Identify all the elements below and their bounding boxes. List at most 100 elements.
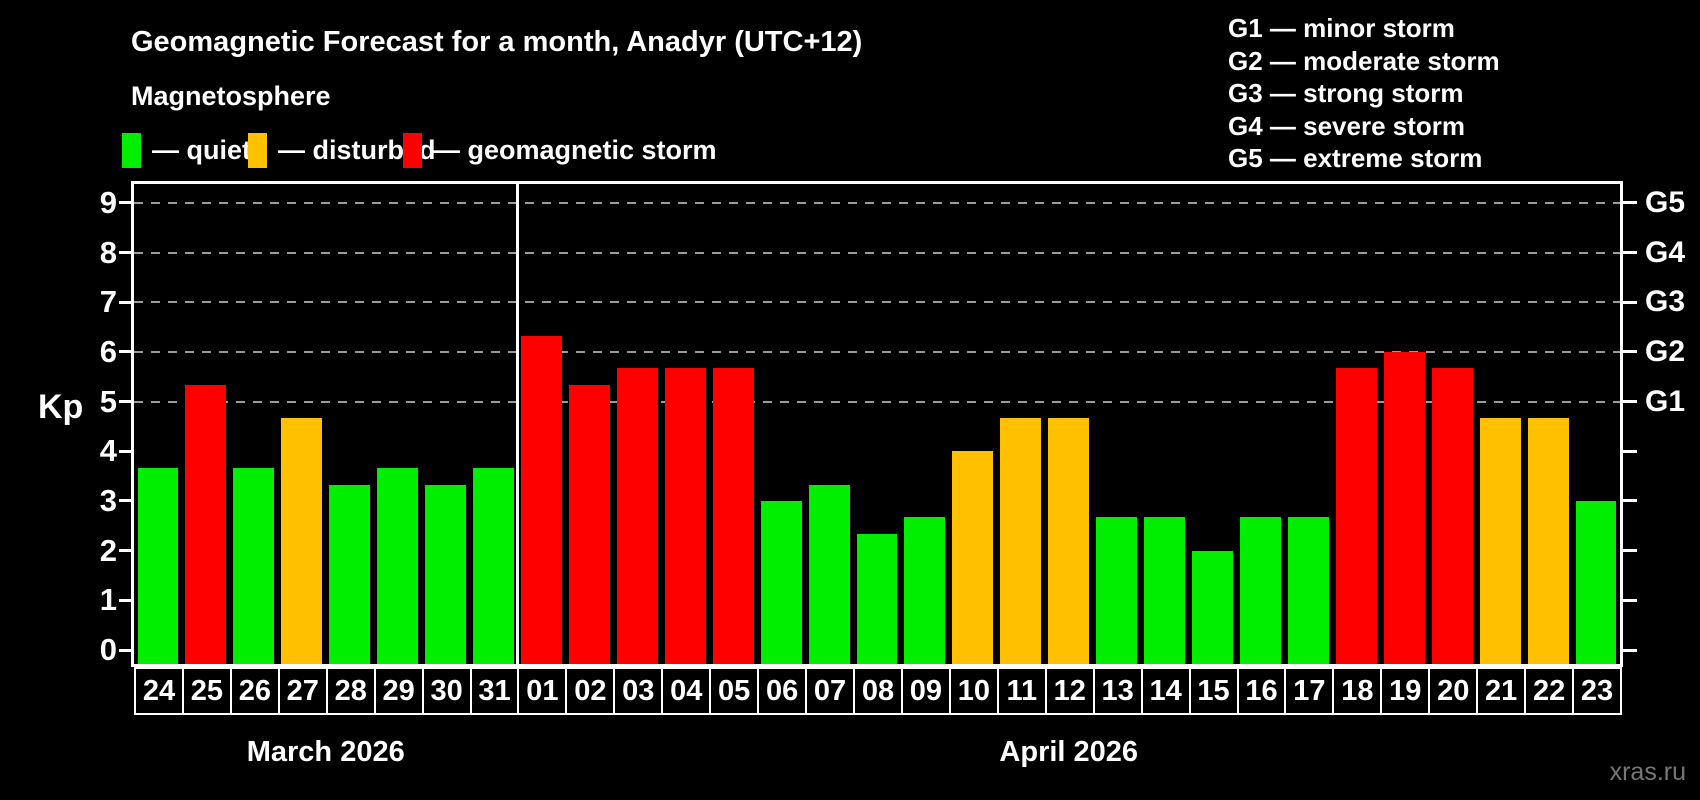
date-cell-31: 31 xyxy=(469,667,520,715)
quiet-color-swatch xyxy=(122,132,141,168)
y-tick-label-7: 7 xyxy=(99,284,117,320)
date-cell-23: 23 xyxy=(1572,667,1622,715)
date-cell-21: 21 xyxy=(1476,667,1527,715)
y-tick-label-0: 0 xyxy=(99,632,117,667)
y-tick-label-6: 6 xyxy=(99,333,117,369)
y-tick-right xyxy=(1623,350,1637,354)
bar-day-21 xyxy=(1479,418,1521,664)
date-cell-25: 25 xyxy=(181,667,232,715)
g-axis-label-G4: G4 xyxy=(1645,235,1686,269)
storm-color-swatch xyxy=(403,132,422,168)
date-cell-07: 07 xyxy=(805,667,856,715)
bar-day-15 xyxy=(1192,550,1233,664)
date-cell-26: 26 xyxy=(229,667,280,715)
y-axis-title: Kp xyxy=(38,388,84,426)
g-axis-label-G2: G2 xyxy=(1645,334,1686,368)
gridline-kp9 xyxy=(134,201,1620,204)
date-cell-28: 28 xyxy=(325,667,376,715)
storm-scale-legend-line: G5 — extreme storm xyxy=(1228,143,1483,173)
y-tick-left xyxy=(119,648,131,652)
y-tick-left xyxy=(119,598,131,602)
bar-day-09 xyxy=(904,517,946,664)
chart-subtitle: Magnetosphere xyxy=(131,81,331,111)
date-cell-18: 18 xyxy=(1332,667,1383,715)
bar-day-14 xyxy=(1144,517,1186,664)
date-cell-15: 15 xyxy=(1188,667,1239,715)
y-tick-label-1: 1 xyxy=(99,582,117,618)
disturbed-color-swatch xyxy=(248,132,267,168)
date-axis-row: 24 25 26 27 28 29 30 31 01 02 03 04 05 06 07 08 09 10 11 12… xyxy=(134,667,1622,715)
y-tick-label-4: 4 xyxy=(99,433,117,469)
y-tick-left xyxy=(119,251,131,255)
bar-day-17 xyxy=(1287,517,1329,664)
y-tick-label-8: 8 xyxy=(99,234,117,270)
date-cell-10: 10 xyxy=(948,667,999,715)
y-tick-right xyxy=(1623,549,1637,553)
y-tick-left xyxy=(119,549,131,553)
bar-day-30 xyxy=(425,484,467,664)
date-cell-06: 06 xyxy=(757,667,808,715)
y-tick-right xyxy=(1623,300,1637,304)
date-cell-27: 27 xyxy=(277,667,328,715)
plot-inner xyxy=(134,184,1620,664)
storm-scale-legend-line: G1 — minor storm xyxy=(1228,13,1455,43)
date-cell-12: 12 xyxy=(1044,667,1095,715)
bar-day-07 xyxy=(808,484,850,664)
date-cell-01: 01 xyxy=(517,667,568,715)
date-cell-08: 08 xyxy=(853,667,903,715)
y-tick-left xyxy=(119,449,131,453)
y-tick-label-5: 5 xyxy=(99,383,117,419)
y-tick-right xyxy=(1623,499,1637,503)
bar-day-04 xyxy=(664,368,706,664)
bar-day-03 xyxy=(616,368,658,664)
g-axis-label-G1: G1 xyxy=(1645,384,1686,418)
bar-day-29 xyxy=(377,467,419,664)
month-label: March 2026 xyxy=(246,736,405,768)
bar-day-27 xyxy=(281,418,323,664)
gridline-kp7 xyxy=(134,301,1620,304)
gridline-kp8 xyxy=(134,251,1620,254)
y-tick-right xyxy=(1623,400,1637,404)
legend-item-label: — quiet xyxy=(152,134,251,165)
date-cell-20: 20 xyxy=(1428,667,1479,715)
y-tick-right xyxy=(1623,449,1637,453)
bar-day-31 xyxy=(473,467,514,664)
storm-scale-legend-line: G4 — severe storm xyxy=(1228,110,1466,141)
g-axis-label-G3: G3 xyxy=(1645,285,1686,319)
bar-day-18 xyxy=(1335,368,1377,664)
date-cell-13: 13 xyxy=(1092,667,1143,715)
g-axis-label-G5: G5 xyxy=(1645,185,1686,219)
bar-day-23 xyxy=(1575,501,1617,664)
bar-day-19 xyxy=(1383,352,1425,664)
y-tick-left xyxy=(119,201,131,205)
y-tick-right xyxy=(1623,251,1637,255)
bar-day-06 xyxy=(760,501,802,664)
bar-day-20 xyxy=(1431,368,1473,664)
month-separator-line xyxy=(515,184,519,664)
storm-scale-legend: G1 — minor storm G2 — moderate storm G3 — … xyxy=(1228,12,1500,175)
date-cell-09: 09 xyxy=(900,667,951,715)
gridline-kp6 xyxy=(134,350,1620,353)
y-tick-right xyxy=(1623,201,1637,205)
y-tick-left xyxy=(119,499,131,503)
y-tick-label-9: 9 xyxy=(99,184,117,220)
date-cell-11: 11 xyxy=(996,667,1047,715)
gridline-kp5 xyxy=(134,400,1620,403)
storm-scale-legend-line: G3 — strong storm xyxy=(1228,78,1464,108)
bar-day-24 xyxy=(137,467,179,664)
date-cell-14: 14 xyxy=(1140,667,1191,715)
y-tick-right xyxy=(1623,598,1637,602)
legend-item-storm: — geomagnetic storm xyxy=(403,132,717,168)
date-cell-16: 16 xyxy=(1236,667,1287,715)
month-label: April 2026 xyxy=(999,736,1139,768)
y-tick-label-3: 3 xyxy=(99,482,117,518)
bar-day-13 xyxy=(1096,517,1138,664)
date-cell-04: 04 xyxy=(661,667,712,715)
y-tick-right xyxy=(1623,648,1637,652)
bar-day-16 xyxy=(1240,517,1281,664)
watermark: xras.ru xyxy=(1609,758,1686,786)
date-cell-24: 24 xyxy=(134,667,184,715)
date-cell-02: 02 xyxy=(565,667,616,715)
bar-day-11 xyxy=(1000,418,1042,664)
storm-scale-legend-line: G2 — moderate storm xyxy=(1228,45,1500,76)
